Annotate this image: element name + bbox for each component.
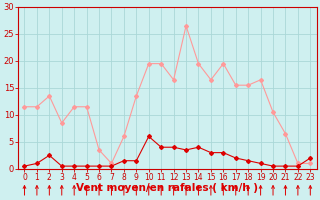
X-axis label: Vent moyen/en rafales ( km/h ): Vent moyen/en rafales ( km/h ): [76, 183, 258, 193]
